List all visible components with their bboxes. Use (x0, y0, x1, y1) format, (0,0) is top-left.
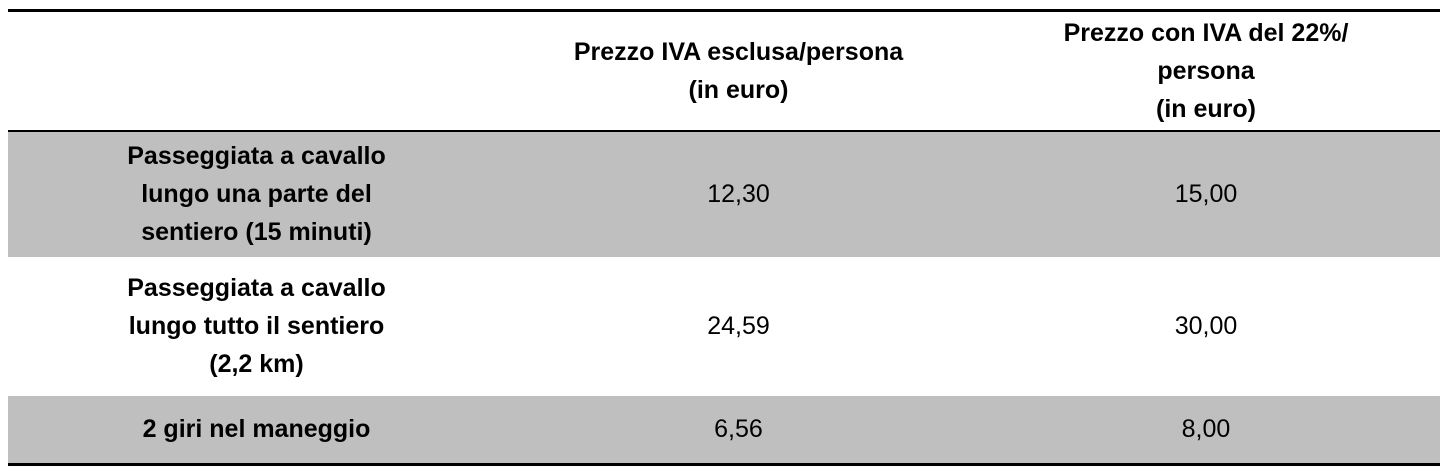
table-row: 2 giri nel maneggio 6,56 8,00 (8, 394, 1440, 465)
cell-line: Passeggiata a cavallo (127, 274, 386, 302)
price-cell: 30,00 (972, 256, 1440, 396)
cell-line: Prezzo IVA esclusa/persona (573, 37, 904, 66)
row-label: 2 giri nel maneggio (8, 394, 505, 465)
header-cell: Prezzo con IVA del 22%/ persona (in euro) (972, 10, 1440, 132)
cell-line: Prezzo con IVA del 22%/ (1063, 18, 1349, 47)
header-row: Prezzo IVA esclusa/persona (in euro) Prezz… (8, 10, 1440, 132)
cell-line: lungo tutto il sentiero (128, 312, 385, 340)
cell-line: lungo una parte del (141, 180, 372, 208)
cell-line: (in euro) (1156, 94, 1256, 123)
cell-line: Passeggiata a cavallo (127, 142, 386, 170)
header-cell (8, 10, 505, 132)
row-label: Passeggiata a cavallo lungo una parte del… (8, 130, 505, 258)
cell-line: (in euro) (688, 75, 789, 104)
table-row: Passeggiata a cavallo lungo una parte del… (8, 130, 1440, 258)
cell-line: persona (1157, 56, 1255, 85)
price-cell: 12,30 (505, 130, 972, 258)
price-table: Prezzo IVA esclusa/persona (in euro) Prezz… (8, 9, 1440, 466)
price-cell: 24,59 (505, 256, 972, 396)
price-cell: 8,00 (972, 394, 1440, 465)
table-row: Passeggiata a cavallo lungo tutto il sent… (8, 256, 1440, 396)
cell-line: (2,2 km) (209, 350, 304, 378)
cell-line: 2 giri nel maneggio (142, 415, 371, 444)
header-cell: Prezzo IVA esclusa/persona (in euro) (505, 10, 972, 132)
cell-line: sentiero (15 minuti) (141, 218, 372, 246)
price-cell: 6,56 (505, 394, 972, 465)
price-cell: 15,00 (972, 130, 1440, 258)
row-label: Passeggiata a cavallo lungo tutto il sent… (8, 256, 505, 396)
